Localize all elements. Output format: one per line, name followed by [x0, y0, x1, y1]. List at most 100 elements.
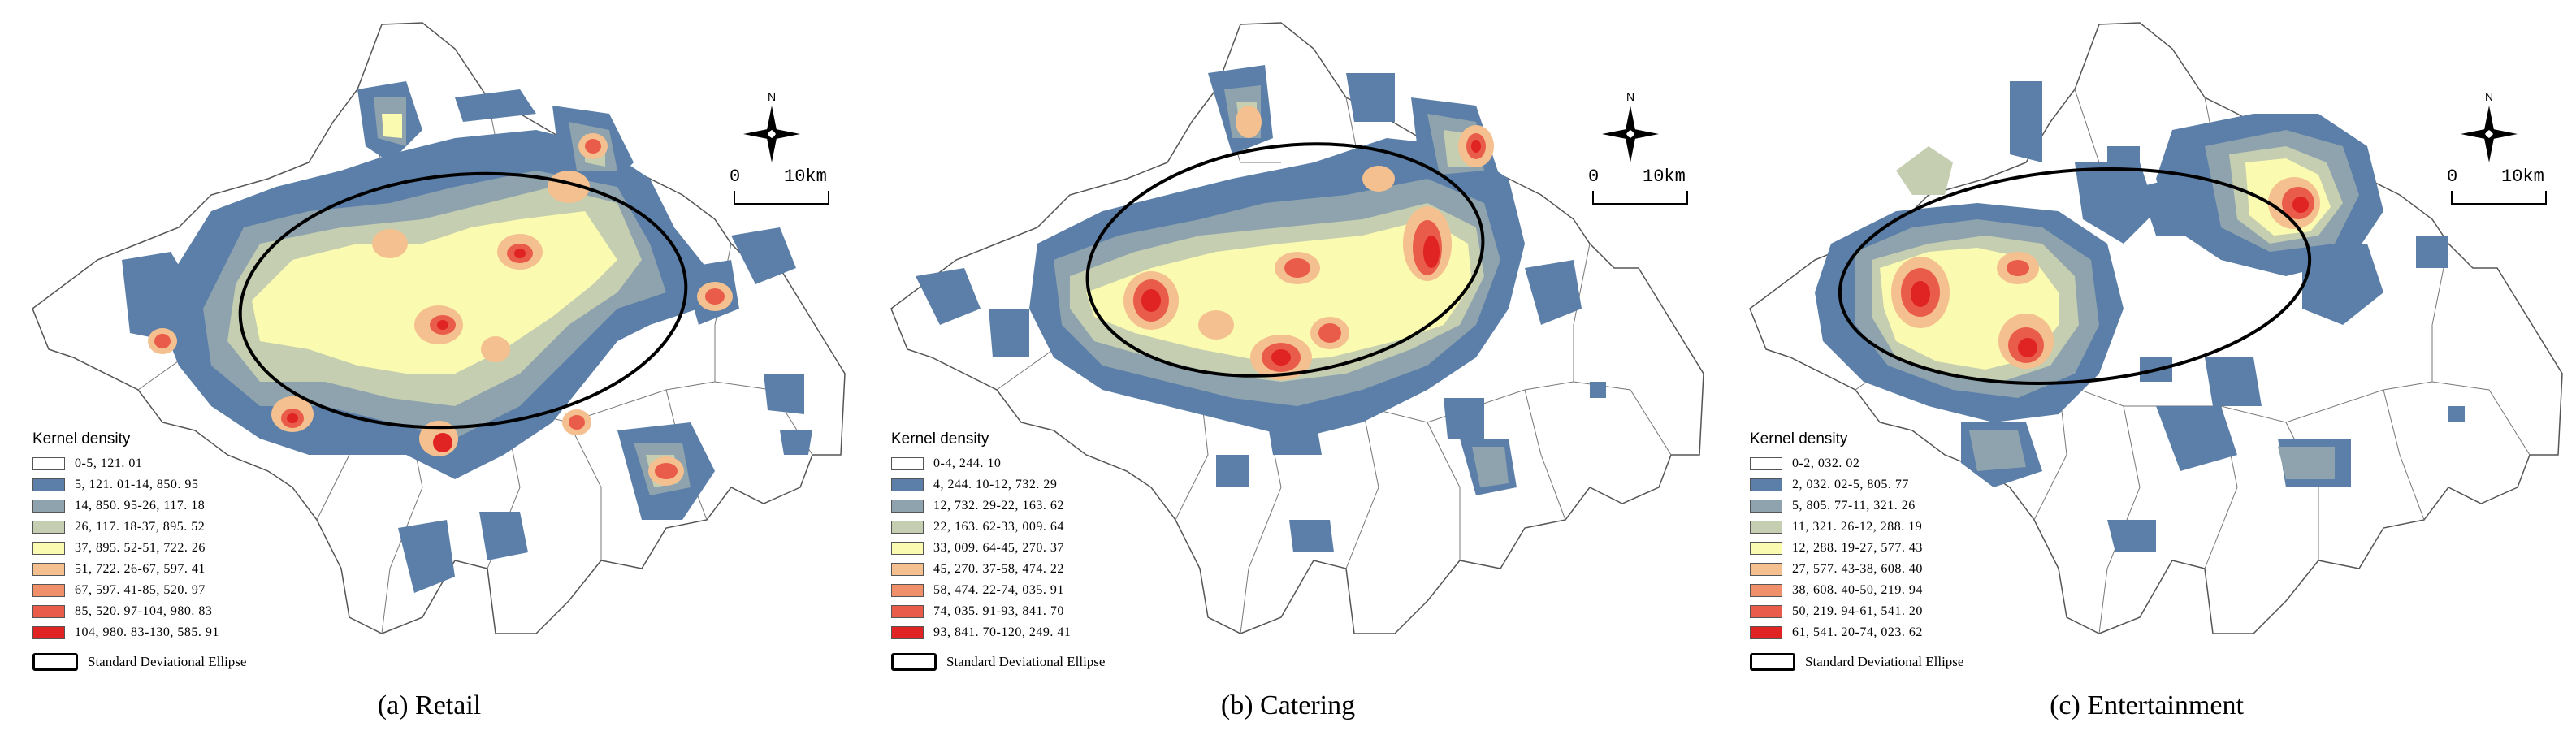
scale-end-label: 10km: [2501, 167, 2544, 187]
north-label: N: [2485, 90, 2493, 103]
legend-item: 14, 850. 95-26, 117. 18: [32, 495, 341, 517]
legend-item: 58, 474. 22-74, 035. 91: [891, 580, 1200, 601]
legend-label: 37, 895. 52-51, 722. 26: [75, 541, 206, 555]
legend-ellipse-item: Standard Deviational Ellipse: [32, 653, 341, 671]
legend-title: Kernel density: [32, 430, 131, 448]
legend-item: 0-2, 032. 02: [1750, 453, 2059, 474]
legend-label: 51, 722. 26-67, 597. 41: [75, 562, 206, 576]
legend-swatch: [32, 542, 65, 555]
legend-item: 104, 980. 83-130, 585. 91: [32, 622, 341, 643]
ellipse-label: Standard Deviational Ellipse: [946, 654, 1106, 669]
legend-ellipse-item: Standard Deviational Ellipse: [891, 653, 1200, 671]
panel-caption: (b) Catering: [1220, 690, 1356, 720]
ellipse-label: Standard Deviational Ellipse: [88, 654, 247, 669]
legend-item: 85, 520. 97-104, 980. 83: [32, 601, 341, 622]
legend-swatch: [891, 500, 924, 513]
density-surface: [1815, 81, 2465, 552]
legend-label: 5, 805. 77-11, 321. 26: [1792, 499, 1916, 513]
legend-swatch: [1750, 626, 1782, 639]
legend-item: 5, 121. 01-14, 850. 95: [32, 474, 341, 495]
legend-item: 51, 722. 26-67, 597. 41: [32, 559, 341, 580]
legend-label: 5, 121. 01-14, 850. 95: [75, 478, 199, 491]
ellipse-label: Standard Deviational Ellipse: [1805, 654, 1964, 669]
legend-swatch: [1750, 457, 1782, 470]
legend-label: 61, 541. 20-74, 023. 62: [1792, 625, 1923, 639]
legend-item: 33, 009. 64-45, 270. 37: [891, 538, 1200, 559]
legend-swatch: [32, 521, 65, 534]
north-arrow-icon: N: [1602, 90, 1659, 162]
legend-label: 4, 244. 10-12, 732. 29: [933, 478, 1058, 491]
legend-label: 38, 608. 40-50, 219. 94: [1792, 583, 1923, 597]
legend-swatch: [32, 457, 65, 470]
legend-swatch: [32, 584, 65, 597]
legend-swatch: [1750, 605, 1782, 618]
legend: Kernel density 0-2, 032. 02 2, 032. 02-5…: [1750, 430, 2059, 671]
legend-swatch: [891, 605, 924, 618]
legend-item: 26, 117. 18-37, 895. 52: [32, 517, 341, 538]
scale-zero-label: 0: [730, 167, 741, 187]
legend-item: 12, 288. 19-27, 577. 43: [1750, 538, 2059, 559]
legend-title: Kernel density: [1750, 430, 1848, 448]
legend-label: 104, 980. 83-130, 585. 91: [75, 625, 219, 639]
kernel-density-map-retail: [32, 22, 846, 634]
north-label: N: [768, 90, 776, 103]
legend-label: 26, 117. 18-37, 895. 52: [75, 520, 206, 534]
scale-bar: 0 10km: [1582, 167, 1704, 215]
ellipse-swatch: [32, 653, 78, 671]
panel-caption: (c) Entertainment: [2050, 690, 2244, 720]
legend-label: 0-5, 121. 01: [75, 456, 143, 470]
legend-swatch: [32, 563, 65, 576]
legend-swatch: [32, 500, 65, 513]
scale-zero-label: 0: [2447, 167, 2458, 187]
legend-swatch: [1750, 478, 1782, 491]
kernel-density-map-catering: [890, 22, 1704, 634]
standard-deviational-ellipse: [238, 171, 688, 430]
legend-item: 38, 608. 40-50, 219. 94: [1750, 580, 2059, 601]
legend-label: 50, 219. 94-61, 541. 20: [1792, 604, 1923, 618]
legend-swatch: [891, 521, 924, 534]
legend-item: 12, 732. 29-22, 163. 62: [891, 495, 1200, 517]
legend-label: 85, 520. 97-104, 980. 83: [75, 604, 213, 618]
legend-swatch: [32, 605, 65, 618]
legend-swatch: [891, 584, 924, 597]
ellipse-swatch: [891, 653, 937, 671]
scale-zero-label: 0: [1588, 167, 1600, 187]
legend-item: 22, 163. 62-33, 009. 64: [891, 517, 1200, 538]
legend-label: 27, 577. 43-38, 608. 40: [1792, 562, 1923, 576]
legend-swatch: [891, 478, 924, 491]
legend-label: 45, 270. 37-58, 474. 22: [933, 562, 1064, 576]
legend-label: 2, 032. 02-5, 805. 77: [1792, 478, 1909, 491]
standard-deviational-ellipse: [1838, 167, 2312, 385]
north-arrow-icon: N: [2461, 90, 2518, 162]
legend-swatch: [891, 563, 924, 576]
legend-item: 0-4, 244. 10: [891, 453, 1200, 474]
density-surface: [916, 65, 1606, 552]
legend-swatch: [32, 478, 65, 491]
legend-label: 14, 850. 95-26, 117. 18: [75, 499, 206, 513]
legend-swatch: [1750, 563, 1782, 576]
legend-swatch: [1750, 521, 1782, 534]
legend-label: 67, 597. 41-85, 520. 97: [75, 583, 206, 597]
panel-catering: N 0 10km Kernel density 0-4, 244. 10 4, …: [859, 0, 1717, 744]
scale-end-label: 10km: [784, 167, 827, 187]
panel-entertainment: N 0 10km Kernel density 0-2, 032. 02 2, …: [1717, 0, 2576, 744]
legend-item: 45, 270. 37-58, 474. 22: [891, 559, 1200, 580]
panel-retail: N 0 10km Kernel density 0-5, 121. 01 5, …: [0, 0, 859, 744]
legend-item: 0-5, 121. 01: [32, 453, 341, 474]
legend-swatch: [1750, 542, 1782, 555]
legend-label: 74, 035. 91-93, 841. 70: [933, 604, 1064, 618]
legend-item: 4, 244. 10-12, 732. 29: [891, 474, 1200, 495]
legend-ellipse-item: Standard Deviational Ellipse: [1750, 653, 2059, 671]
legend-label: 12, 288. 19-27, 577. 43: [1792, 541, 1923, 555]
scale-bar: 0 10km: [723, 167, 845, 215]
legend-item: 61, 541. 20-74, 023. 62: [1750, 622, 2059, 643]
legend-label: 0-2, 032. 02: [1792, 456, 1860, 470]
legend-swatch: [891, 542, 924, 555]
legend-item: 2, 032. 02-5, 805. 77: [1750, 474, 2059, 495]
legend: Kernel density 0-5, 121. 01 5, 121. 01-1…: [32, 430, 341, 671]
kernel-density-map-entertainment: [1749, 22, 2563, 634]
legend-swatch: [891, 626, 924, 639]
legend-label: 0-4, 244. 10: [933, 456, 1002, 470]
legend-label: 22, 163. 62-33, 009. 64: [933, 520, 1064, 534]
density-surface: [122, 81, 812, 593]
